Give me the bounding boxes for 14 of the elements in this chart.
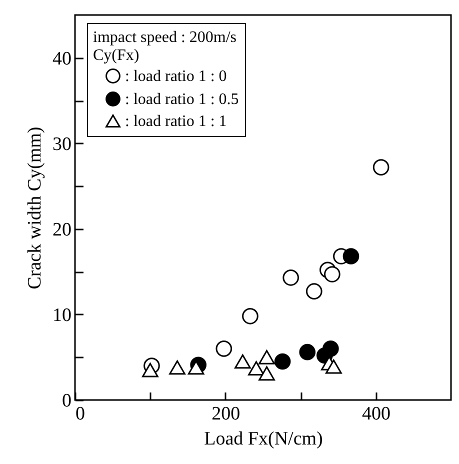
legend-label: : load ratio 1 : 0 (125, 68, 227, 85)
y-tick-label: 10 (52, 304, 72, 326)
y-tick-label: 0 (62, 390, 72, 412)
y-tick-label: 40 (52, 48, 72, 70)
y-axis-title: Crack width Cy(mm) (24, 126, 46, 290)
x-tick-label: 200 (212, 404, 240, 424)
x-tick-label: 400 (362, 404, 391, 424)
legend-title: impact speed : 200m/s Cy(Fx) (93, 29, 237, 64)
y-tick-label: 30 (52, 134, 72, 155)
x-axis-title: Load Fx(N/cm) (204, 428, 323, 450)
legend-label: : load ratio 1 : 1 (125, 113, 227, 130)
y-tick-label: 20 (52, 219, 72, 240)
legend-label: : load ratio 1 : 0.5 (125, 91, 239, 108)
x-tick-label: 0 (76, 404, 85, 424)
